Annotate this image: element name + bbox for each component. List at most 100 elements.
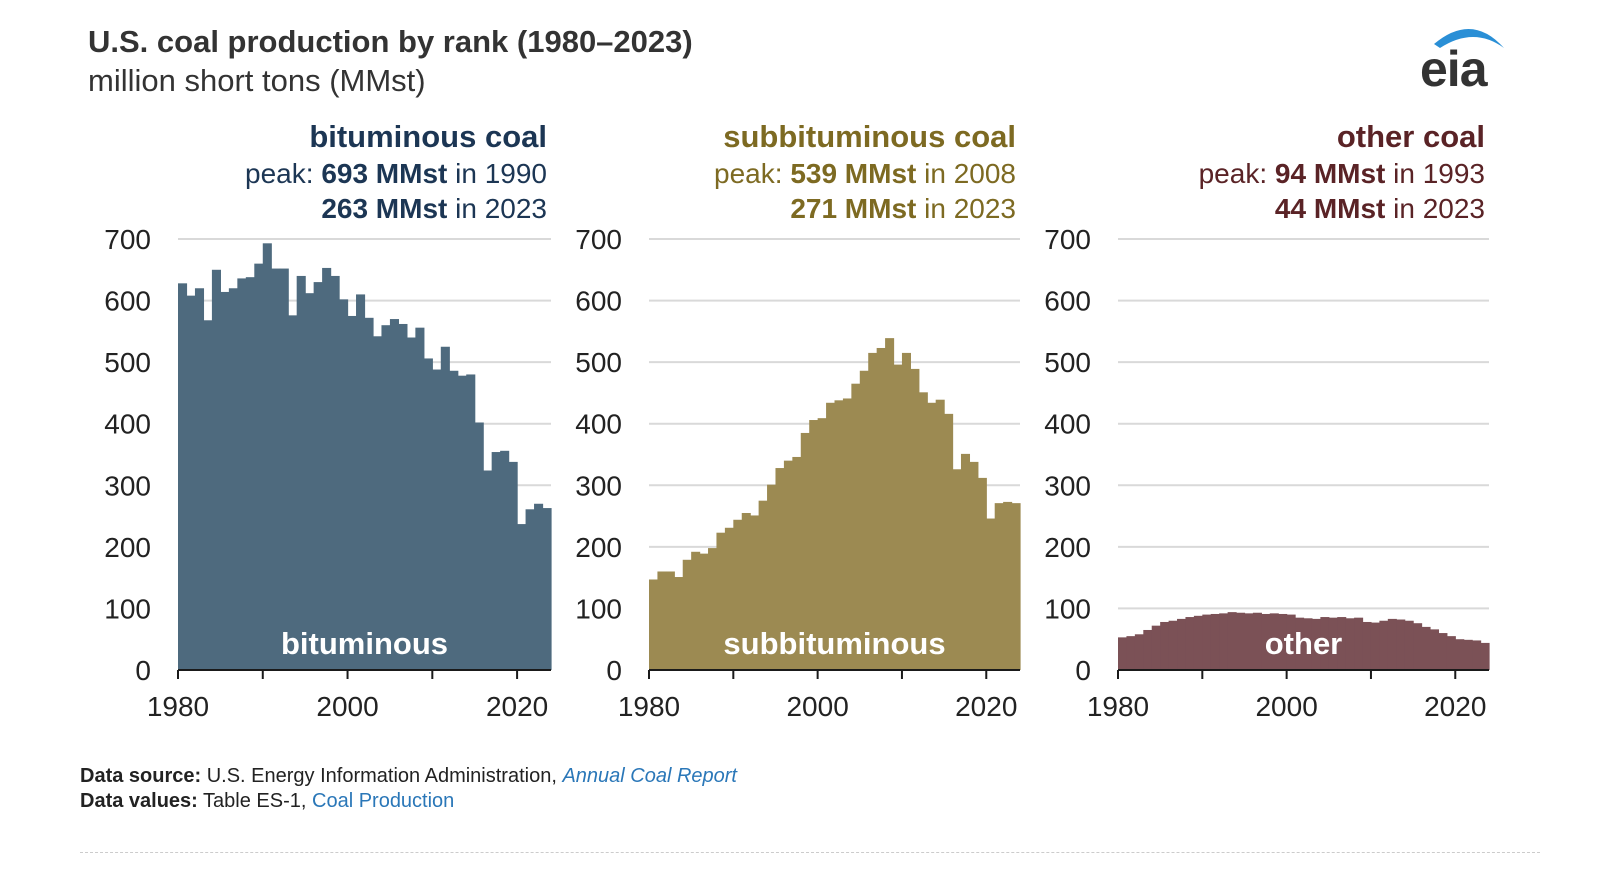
bar-1985 (1160, 621, 1170, 670)
series-inner-label: other (1265, 626, 1343, 661)
bar-2019 (508, 461, 518, 670)
bar-2009 (893, 364, 903, 670)
latest-suffix: in 2023 (1385, 193, 1485, 224)
bar-2012 (1387, 618, 1397, 670)
series-inner-label: bituminous (281, 626, 448, 661)
bar-1996 (783, 460, 793, 670)
bar-2019 (1446, 636, 1456, 670)
bar-2003 (1311, 618, 1321, 670)
bar-2003 (372, 336, 383, 670)
y-tick-label: 200 (1044, 532, 1091, 563)
logo-text: eia (1420, 41, 1488, 97)
y-tick-label: 100 (1044, 593, 1091, 624)
bar-2007 (406, 337, 416, 670)
coal-production-link[interactable]: Coal Production (312, 790, 455, 812)
footer-values: Data values: Table ES-1, Coal Production (80, 790, 454, 813)
peak-suffix: in 2008 (916, 158, 1016, 189)
y-tick-label: 500 (1044, 347, 1091, 378)
bar-2008 (885, 338, 895, 670)
bar-1992 (750, 515, 760, 670)
bar-2000 (1286, 614, 1296, 670)
bar-1984 (682, 559, 692, 670)
bar-2018 (500, 450, 510, 670)
footer-divider (80, 852, 1540, 853)
bar-1998 (330, 275, 340, 670)
bar-1983 (1143, 629, 1153, 670)
bar-2015 (944, 413, 954, 670)
bar-2009 (423, 358, 433, 670)
bar-1994 (296, 275, 306, 670)
bar-2001 (356, 294, 366, 670)
bar-2002 (364, 317, 374, 670)
bar-2006 (1337, 617, 1347, 670)
latest-value: 44 MMst (1275, 193, 1385, 224)
bar-1998 (1269, 613, 1279, 670)
bar-2012 (918, 392, 928, 670)
latest-suffix: in 2023 (916, 193, 1016, 224)
bar-2003 (842, 398, 852, 670)
latest-annotation: 44 MMst in 2023 (1275, 193, 1485, 224)
peak-annotation: peak: 693 MMst in 1990 (245, 158, 547, 189)
bar-1996 (1252, 612, 1262, 670)
y-tick-label: 700 (575, 224, 622, 255)
x-tick-label: 1980 (147, 691, 209, 722)
peak-prefix: peak: (714, 158, 790, 189)
bar-2013 (1396, 619, 1406, 670)
bar-2011 (440, 346, 450, 670)
bar-1997 (1261, 613, 1271, 670)
y-tick-label: 200 (104, 532, 151, 563)
bar-2022 (1472, 640, 1482, 670)
bar-2000 (817, 418, 827, 670)
x-tick-label: 2020 (955, 691, 1017, 722)
bar-2000 (347, 315, 357, 670)
bar-2021 (994, 503, 1004, 670)
bar-1986 (228, 288, 238, 670)
bar-2021 (525, 509, 535, 670)
bar-2012 (449, 370, 459, 670)
bar-1983 (203, 320, 213, 670)
bar-1996 (313, 282, 323, 670)
bar-2016 (483, 470, 493, 670)
y-tick-label: 700 (1044, 224, 1091, 255)
y-tick-label: 400 (575, 409, 622, 440)
bar-1985 (691, 551, 701, 670)
y-tick-label: 100 (104, 593, 151, 624)
bar-1989 (1193, 615, 1203, 670)
bar-1999 (1278, 613, 1288, 670)
y-tick-label: 200 (575, 532, 622, 563)
y-tick-label: 600 (104, 286, 151, 317)
bar-1983 (674, 577, 684, 670)
source-text: U.S. Energy Information Administration, (206, 765, 557, 787)
series-inner-label: subbituminous (723, 626, 945, 661)
peak-prefix: peak: (245, 158, 321, 189)
bar-2005 (859, 370, 869, 670)
bar-1982 (194, 288, 205, 670)
bar-2017 (1429, 629, 1440, 670)
bar-2016 (1421, 626, 1431, 670)
bar-2002 (834, 400, 844, 670)
bar-1993 (1227, 612, 1237, 670)
bar-2015 (474, 422, 484, 670)
bar-2010 (1370, 622, 1380, 670)
values-text: Table ES-1, (203, 790, 307, 812)
bar-1988 (1185, 617, 1195, 670)
x-tick-label: 2020 (486, 691, 548, 722)
bar-2023 (1011, 503, 1021, 670)
bar-1980 (178, 283, 188, 670)
bar-1981 (657, 571, 667, 670)
bar-1990 (733, 519, 743, 670)
bar-2014 (935, 399, 945, 670)
bar-2020 (986, 518, 996, 670)
x-tick-label: 1980 (618, 691, 680, 722)
annual-coal-report-link[interactable]: Annual Coal Report (562, 765, 737, 787)
subbituminous-chart: 0 100 200 300 400 500 600 700 1980 2000 2020 subbit… (575, 119, 1021, 722)
bar-2011 (1379, 620, 1389, 670)
bar-1989 (254, 263, 264, 670)
bar-1990 (262, 243, 272, 670)
bar-2004 (851, 383, 861, 670)
bar-1997 (322, 267, 332, 670)
panel-title: subbituminous coal (723, 119, 1016, 154)
bar-1982 (1134, 634, 1144, 670)
peak-prefix: peak: (1199, 158, 1275, 189)
